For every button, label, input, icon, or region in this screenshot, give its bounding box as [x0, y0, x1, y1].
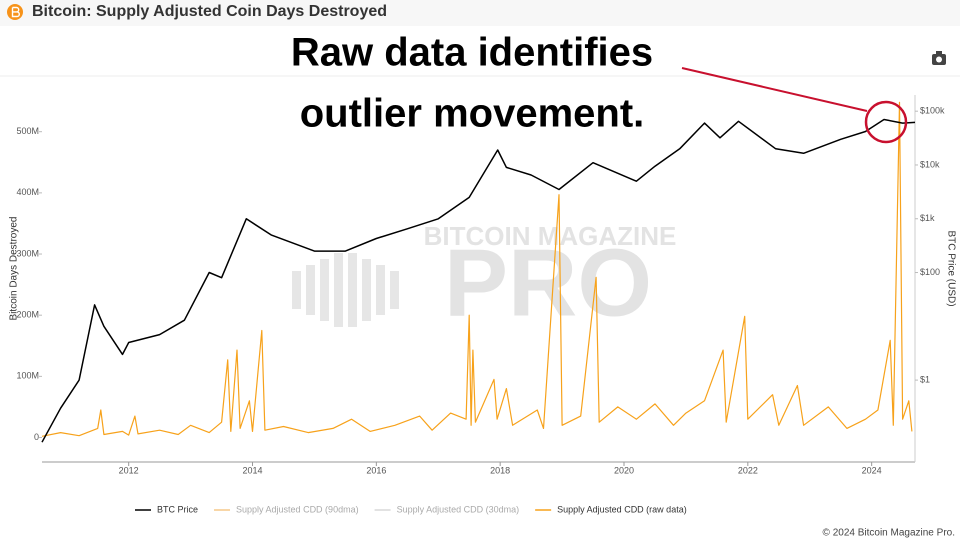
watermark-bar	[348, 253, 357, 327]
y-tick-label: 500M	[16, 126, 39, 136]
x-tick-label: 2014	[242, 465, 262, 475]
y-axis-title: Bitcoin Days Destroyed	[9, 217, 20, 321]
watermark-bar	[334, 253, 343, 327]
annotation-line: outlier movement.	[300, 92, 645, 136]
legend-label[interactable]: BTC Price	[157, 504, 198, 514]
bitcoin-icon-glyph	[11, 6, 20, 18]
watermark-text: PRO	[444, 229, 652, 336]
watermark-text: BITCOIN MAGAZINE	[424, 221, 677, 251]
x-tick-label: 2024	[862, 465, 882, 475]
watermark-bar	[306, 265, 315, 315]
y-tick-label: 400M	[16, 187, 39, 197]
watermark-bar	[390, 271, 399, 309]
x-tick-label: 2012	[119, 465, 139, 475]
plot-area: 2012 2014 2016 2018 2020 2022 2024 0 100M 200M 300…	[9, 95, 956, 475]
y2-tick-label: $1	[920, 374, 930, 384]
watermark-bar	[320, 259, 329, 321]
y2-tick-label: $100	[920, 267, 940, 277]
page-title: Bitcoin: Supply Adjusted Coin Days Destr…	[32, 3, 387, 20]
legend: BTC Price Supply Adjusted CDD (90dma) Supp…	[135, 504, 687, 514]
watermark-bar	[362, 259, 371, 321]
camera-top	[936, 51, 942, 55]
annotation-circle	[864, 100, 908, 144]
camera-button[interactable]	[932, 51, 946, 65]
y-tick-label: 0	[34, 432, 39, 442]
y-tick-label: 300M	[16, 248, 39, 258]
x-tick-label: 2016	[366, 465, 386, 475]
watermark-bar	[292, 271, 301, 309]
y2-tick-label: $1k	[920, 213, 935, 223]
series-line	[41, 118, 916, 443]
y-tick-label: 100M	[16, 371, 39, 381]
watermark-bar	[376, 265, 385, 315]
copyright: © 2024 Bitcoin Magazine Pro.	[823, 528, 955, 539]
legend-label[interactable]: Supply Adjusted CDD (raw data)	[557, 504, 687, 514]
annotation-line: Raw data identifies	[291, 31, 653, 75]
camera-lens	[936, 56, 942, 63]
y2-axis-title: BTC Price (USD)	[945, 230, 956, 306]
legend-label[interactable]: Supply Adjusted CDD (30dma)	[397, 504, 520, 514]
x-tick-label: 2020	[614, 465, 634, 475]
x-tick-label: 2022	[738, 465, 758, 475]
header-bar	[0, 0, 960, 26]
y2-tick-label: $10k	[920, 159, 940, 169]
x-tick-label: 2018	[490, 465, 510, 475]
y2-tick-label: $100k	[920, 106, 945, 116]
series-line	[41, 101, 913, 437]
y-tick-label: 200M	[16, 310, 39, 320]
annotation-arrow	[681, 67, 868, 112]
legend-label[interactable]: Supply Adjusted CDD (90dma)	[236, 504, 359, 514]
